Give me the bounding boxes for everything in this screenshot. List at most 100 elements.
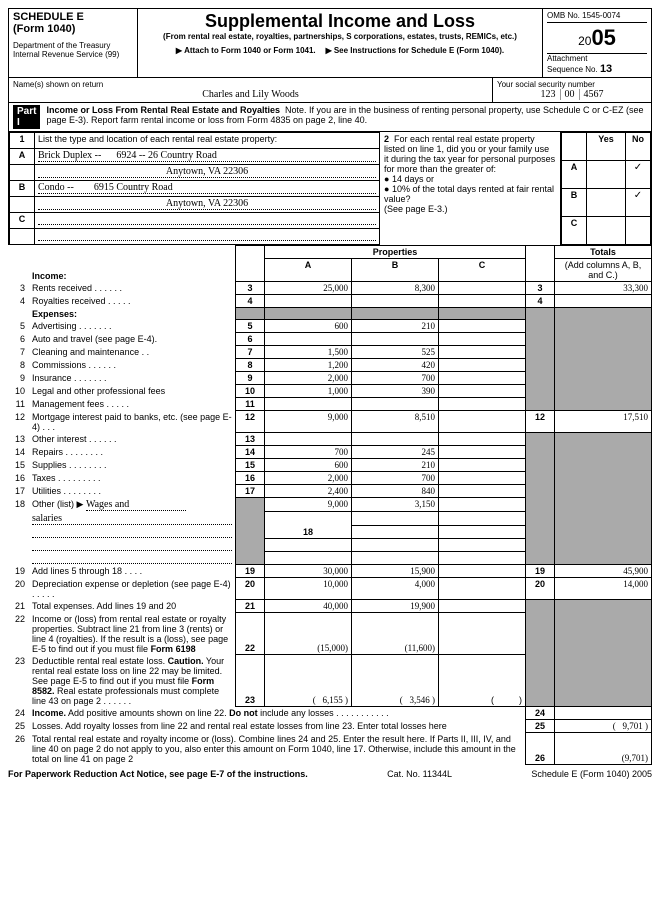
- a-yes[interactable]: [587, 161, 626, 189]
- l7a: 1,500: [265, 346, 352, 359]
- schedule-label: SCHEDULE E: [13, 11, 133, 23]
- l22: Income or (loss) from rental real estate…: [28, 613, 236, 655]
- l12: Mortgage interest paid to banks, etc. (s…: [32, 412, 232, 432]
- l6: Auto and travel (see page E-4).: [28, 333, 236, 346]
- l24: Income. Add positive amounts shown on li…: [28, 707, 526, 720]
- l21a: 40,000: [265, 600, 352, 613]
- ssn2: 00: [561, 89, 580, 100]
- ssn1: 123: [537, 89, 561, 100]
- l9: Insurance: [32, 373, 72, 383]
- income-hdr: Income:: [28, 246, 236, 282]
- header-left: SCHEDULE E (Form 1040) Department of the…: [9, 9, 138, 77]
- l5b: 210: [352, 320, 439, 333]
- footer-right: Schedule E (Form 1040) 2005: [531, 769, 652, 779]
- l11: Management fees: [32, 399, 104, 409]
- name-value: Charles and Lily Woods: [13, 89, 488, 100]
- omb-label: OMB No. 1545-0074: [547, 11, 647, 23]
- form-label: (Form 1040): [13, 23, 133, 35]
- l22a: (15,000): [265, 613, 352, 655]
- q2-text: 2 For each rental real estate property l…: [380, 132, 560, 245]
- l7b: 525: [352, 346, 439, 359]
- l12t: 17,510: [555, 411, 652, 433]
- seq-no: 13: [600, 63, 612, 75]
- part1-text: Income or Loss From Rental Real Estate a…: [46, 105, 647, 125]
- seq-label: Attachment: [547, 54, 647, 63]
- l20t: 14,000: [555, 578, 652, 600]
- l18v2: salaries: [32, 513, 232, 525]
- l19b: 15,900: [352, 565, 439, 578]
- l15a: 600: [265, 459, 352, 472]
- q1: List the type and location of each renta…: [35, 133, 380, 149]
- q2-section: 2 For each rental real estate property l…: [379, 132, 651, 245]
- ssn-label: Your social security number: [497, 80, 647, 89]
- l20b: 4,000: [352, 578, 439, 600]
- part1-row: Part I Income or Loss From Rental Real E…: [8, 103, 652, 132]
- code99: (99): [105, 50, 119, 59]
- dept-label: Department of the Treasury: [13, 41, 133, 50]
- b-yes[interactable]: [587, 189, 626, 217]
- c-yes[interactable]: [587, 217, 626, 245]
- q2b: 10% of the total days rented at fair ren…: [384, 184, 554, 204]
- c-no[interactable]: [626, 217, 651, 245]
- part1-title: Income or Loss From Rental Real Estate a…: [46, 105, 280, 115]
- irs-label: Internal Revenue Service: [13, 50, 103, 59]
- header: SCHEDULE E (Form 1040) Department of the…: [8, 8, 652, 78]
- attach-text: Attach to Form 1040 or Form 1041.: [176, 46, 316, 55]
- props-hdr: Properties: [265, 246, 526, 259]
- propA-addr: 6924 -- 26 Country Road: [116, 150, 217, 161]
- header-mid: Supplemental Income and Loss (From renta…: [138, 9, 543, 77]
- l16: Taxes: [32, 473, 56, 483]
- l23: Deductible rental real estate loss. Caut…: [28, 655, 236, 707]
- l16b: 700: [352, 472, 439, 485]
- footer-mid: Cat. No. 11344L: [387, 769, 452, 779]
- l15b: 210: [352, 459, 439, 472]
- form-subtitle: (From rental real estate, royalties, par…: [142, 32, 538, 41]
- l10: Legal and other professional fees: [28, 385, 236, 398]
- propA-type: Brick Duplex --: [38, 150, 101, 161]
- exp-hdr: Expenses:: [28, 308, 236, 320]
- name-label: Name(s) shown on return: [13, 80, 488, 89]
- year: 05: [591, 25, 615, 50]
- income-table: Income: Properties Totals A B C (Add col…: [8, 245, 652, 765]
- name-row: Name(s) shown on return Charles and Lily…: [8, 78, 652, 103]
- colA: A: [265, 259, 352, 282]
- l3b: 8,300: [352, 282, 439, 295]
- l12b: 8,510: [352, 411, 439, 433]
- propA-city: Anytown, VA 22306: [38, 166, 376, 178]
- l14: Repairs: [32, 447, 63, 457]
- l3: Rents received: [32, 283, 92, 293]
- name-right: Your social security number 123004567: [493, 78, 651, 102]
- footer: For Paperwork Reduction Act Notice, see …: [8, 765, 652, 779]
- l18v: Wages and: [86, 499, 186, 511]
- propB-addr: 6915 Country Road: [94, 182, 173, 193]
- l23a: 6,155: [323, 695, 343, 705]
- part1-label: Part I: [13, 105, 40, 129]
- l17a: 2,400: [265, 485, 352, 498]
- l22b: (11,600): [352, 613, 439, 655]
- name-left: Name(s) shown on return Charles and Lily…: [9, 78, 493, 102]
- l21: Total expenses. Add lines 19 and 20: [28, 600, 236, 613]
- l20a: 10,000: [265, 578, 352, 600]
- b-no[interactable]: ✓: [626, 189, 651, 217]
- yn-table: YesNo A✓ B✓ C: [560, 132, 651, 245]
- l17: Utilities: [32, 486, 61, 496]
- l25: Losses. Add royalty losses from line 22 …: [28, 720, 526, 733]
- l4: Royalties received: [32, 296, 106, 306]
- totals-sub: (Add columns A, B, and C.): [555, 259, 652, 282]
- l8b: 420: [352, 359, 439, 372]
- l5: Advertising: [32, 321, 77, 331]
- a-no[interactable]: ✓: [626, 161, 651, 189]
- colB: B: [352, 259, 439, 282]
- prop-list: 1List the type and location of each rent…: [9, 132, 379, 245]
- l26t: (9,701): [555, 733, 652, 765]
- colC: C: [439, 259, 526, 282]
- l19a: 30,000: [265, 565, 352, 578]
- l25t: 9,701: [623, 721, 643, 731]
- l18b: 3,150: [352, 498, 439, 512]
- l16a: 2,000: [265, 472, 352, 485]
- yes-hdr: Yes: [587, 133, 626, 161]
- l3a: 25,000: [265, 282, 352, 295]
- l26: Total rental real estate and royalty inc…: [28, 733, 526, 765]
- l18: Other (list) ▶: [32, 499, 83, 509]
- l10a: 1,000: [265, 385, 352, 398]
